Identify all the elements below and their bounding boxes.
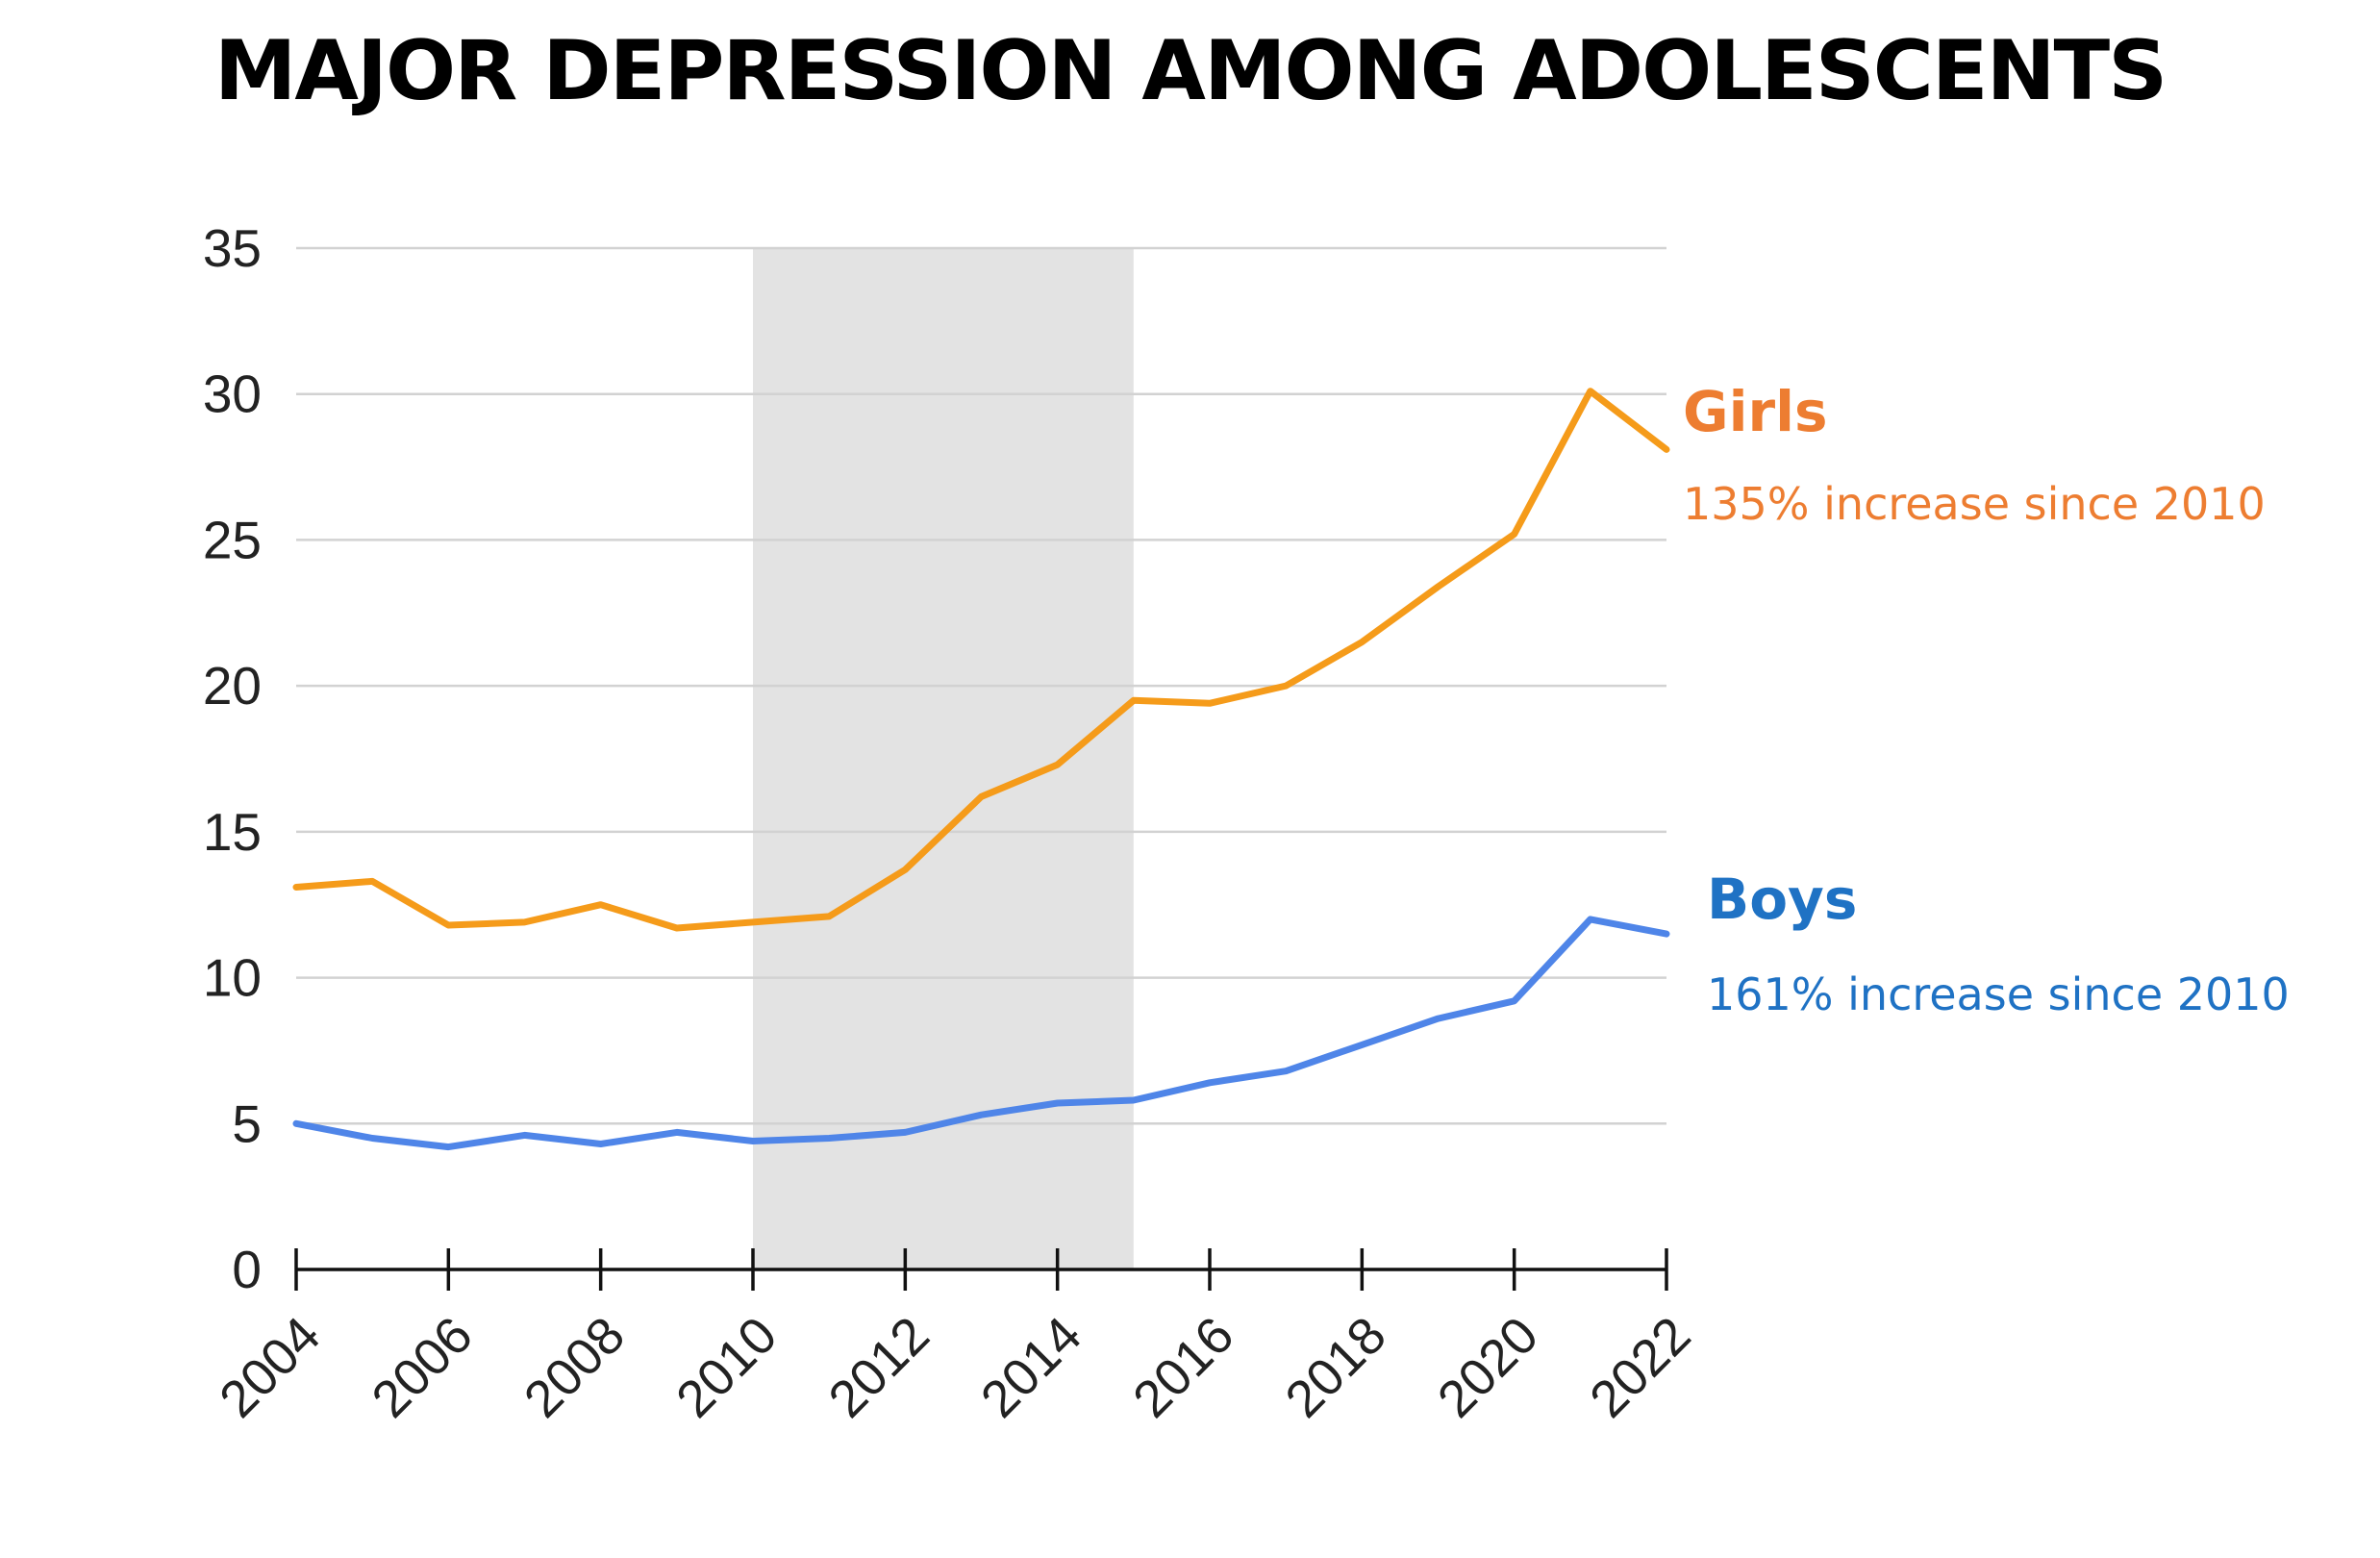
y-tick-label: 20 (203, 656, 262, 716)
x-tick-label: 2006 (361, 1306, 483, 1428)
chart-title: MAJOR DEPRESSION AMONG ADOLESCENTS (213, 23, 2167, 119)
y-tick-label: 0 (232, 1240, 262, 1299)
y-tick-label: 30 (203, 364, 262, 424)
x-tick-label: 2020 (1427, 1306, 1549, 1428)
x-tick-label: 2004 (209, 1306, 331, 1428)
series-label-girls: Girls (1683, 379, 1828, 444)
y-tick-label: 25 (203, 510, 262, 569)
x-tick-label: 2018 (1274, 1306, 1396, 1428)
y-tick-label: 15 (203, 802, 262, 862)
y-tick-label: 5 (232, 1093, 262, 1153)
x-tick-label: 2010 (665, 1306, 788, 1428)
series-label-boys: Boys (1707, 867, 1857, 932)
y-tick-label: 10 (203, 948, 262, 1008)
series-note-boys: 161% increase since 2010 (1707, 968, 2290, 1020)
series-note-girls: 135% increase since 2010 (1683, 478, 2266, 530)
y-tick-label: 35 (203, 218, 262, 278)
x-tick-label: 2008 (514, 1306, 636, 1428)
shaded-period (753, 248, 1134, 1269)
x-tick-label: 2016 (1122, 1306, 1244, 1428)
x-tick-label: 2022 (1579, 1306, 1701, 1428)
x-tick-label: 2012 (817, 1306, 939, 1428)
x-tick-label: 2014 (970, 1306, 1092, 1428)
